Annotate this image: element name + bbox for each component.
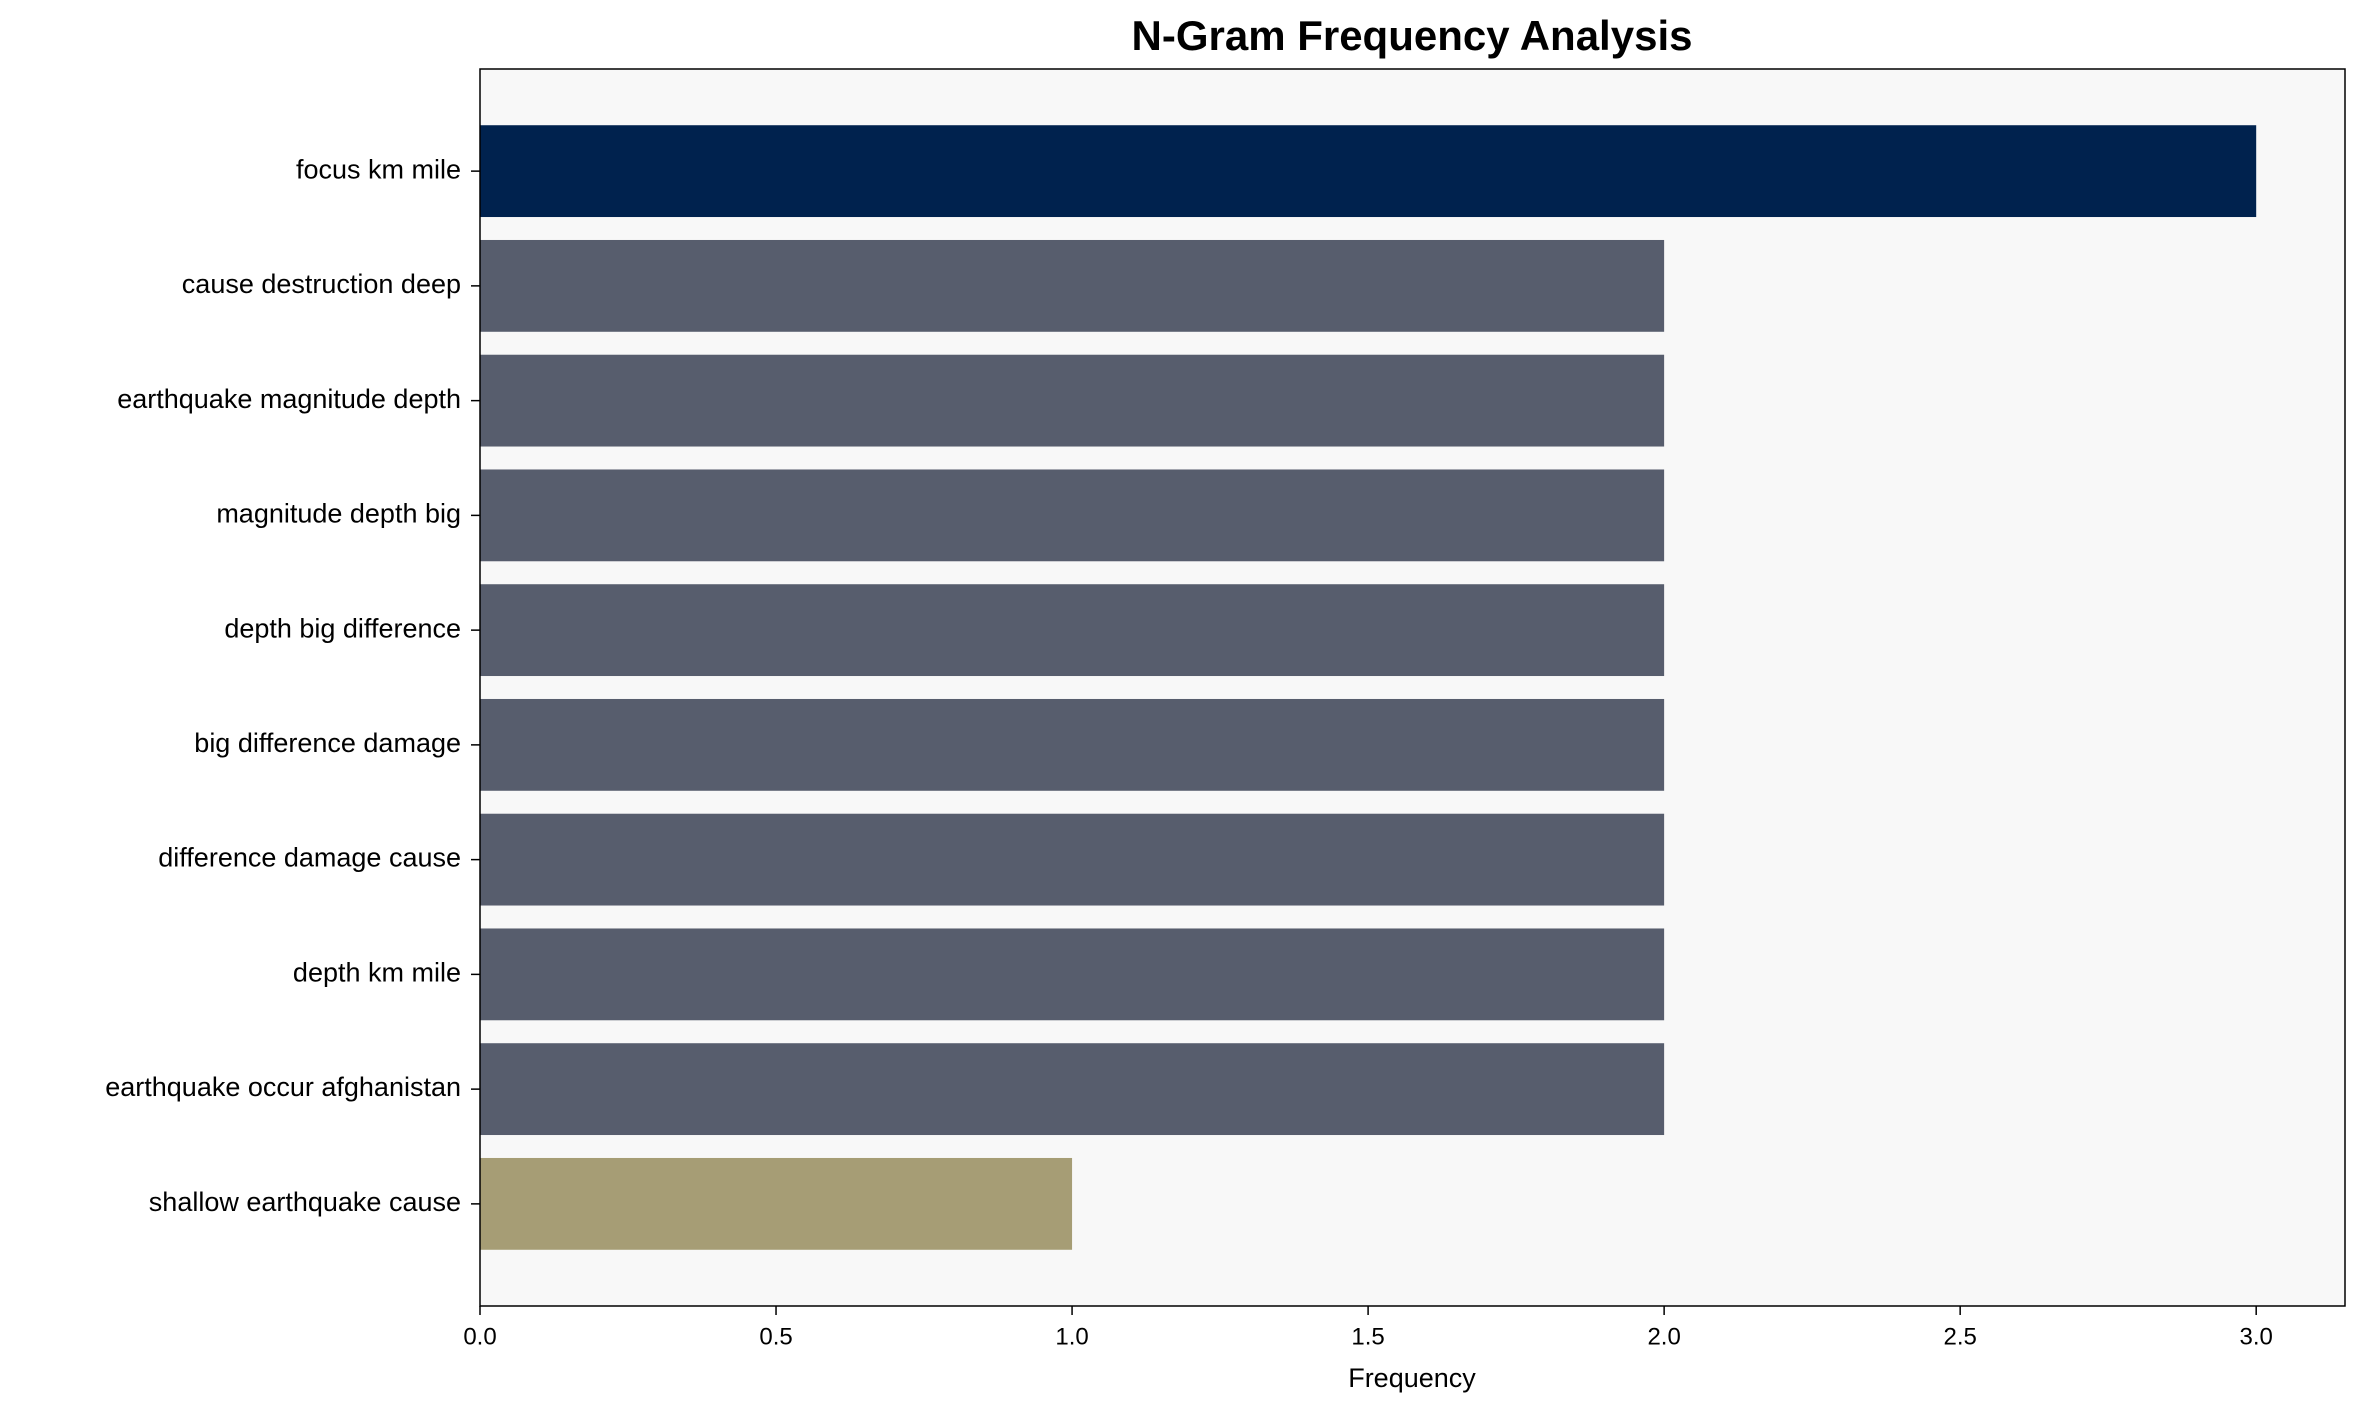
x-axis-label: Frequency	[1348, 1363, 1476, 1393]
x-tick-label: 3.0	[2240, 1323, 2273, 1350]
chart-title: N-Gram Frequency Analysis	[1132, 12, 1693, 59]
bar	[480, 813, 1665, 906]
x-tick-label: 0.5	[759, 1323, 792, 1350]
y-tick-label: big difference damage	[194, 728, 461, 758]
y-tick-label: magnitude depth big	[216, 499, 461, 529]
bar	[480, 354, 1665, 447]
x-tick-label: 2.5	[1943, 1323, 1976, 1350]
bar	[480, 469, 1665, 562]
bar	[480, 928, 1665, 1021]
y-tick-label: earthquake occur afghanistan	[105, 1072, 461, 1102]
bar	[480, 698, 1665, 791]
y-tick-label: shallow earthquake cause	[149, 1187, 461, 1217]
x-tick-label: 1.0	[1055, 1323, 1088, 1350]
plot-frame	[479, 68, 2346, 1307]
y-tick-label: cause destruction deep	[182, 269, 461, 299]
y-tick-label: depth km mile	[293, 957, 461, 987]
x-tick-label: 0.0	[463, 1323, 496, 1350]
bar	[480, 584, 1665, 677]
y-tick-label: earthquake magnitude depth	[117, 384, 461, 414]
bar	[480, 1157, 1073, 1250]
bar	[480, 125, 2257, 218]
x-tick-label: 2.0	[1647, 1323, 1680, 1350]
bar	[480, 239, 1665, 332]
bar	[480, 1043, 1665, 1136]
y-tick-label: difference damage cause	[158, 843, 461, 873]
y-tick-label: focus km mile	[296, 154, 461, 184]
y-tick-label: depth big difference	[224, 613, 461, 643]
x-tick-label: 1.5	[1351, 1323, 1384, 1350]
